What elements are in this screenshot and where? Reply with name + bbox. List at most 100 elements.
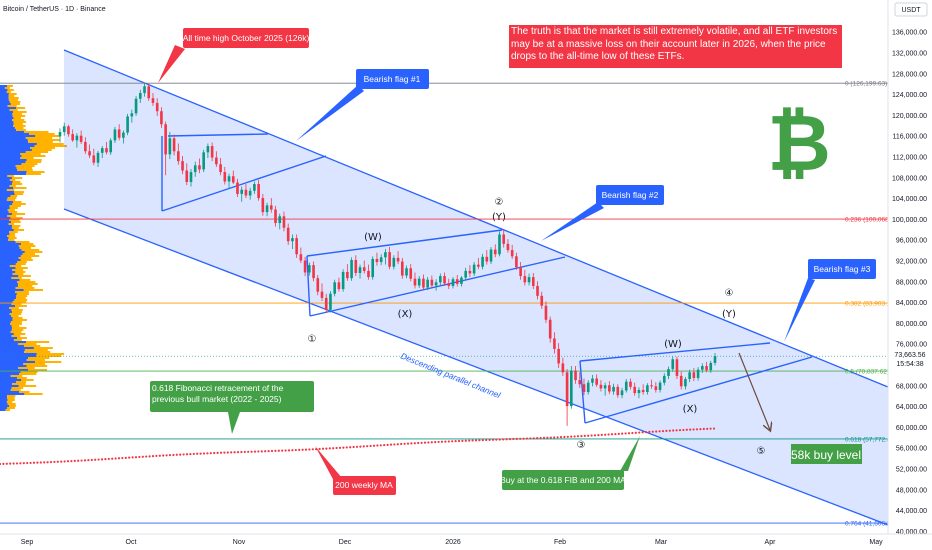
volume-bar-sell — [15, 287, 35, 289]
callout-ma-text: 200 weekly MA — [335, 480, 393, 490]
candle-body — [671, 359, 675, 370]
y-tick-label: 92,000.00 — [896, 259, 927, 266]
candle-body — [84, 141, 87, 152]
volume-bar-buy — [0, 405, 10, 407]
ma-dot — [179, 453, 182, 456]
volume-bar-buy — [0, 403, 8, 405]
volume-bar-sell — [20, 371, 38, 373]
volume-bar-sell — [14, 127, 24, 129]
volume-bar-buy — [0, 193, 15, 195]
volume-bar-sell — [7, 395, 16, 397]
candle-body — [460, 277, 463, 284]
x-tick-label: Nov — [233, 539, 246, 546]
price-axis[interactable]: 136,000.00 132,000.00 128,000.00 124,000.00… — [892, 30, 927, 536]
volume-bar-sell — [22, 253, 36, 255]
ma-dot — [301, 448, 304, 451]
candle-body — [679, 375, 683, 387]
ma-dot — [236, 451, 240, 454]
ma-dot — [189, 452, 192, 456]
volume-bar-buy — [0, 199, 7, 201]
ma-dot — [226, 451, 229, 454]
ma-dot — [607, 433, 610, 436]
volume-bar-sell — [7, 403, 16, 405]
callout-flag2: Bearish flag #2 — [541, 185, 664, 241]
volume-bar-sell — [24, 349, 48, 351]
candle-body — [58, 132, 62, 137]
ma-dot — [519, 437, 522, 440]
volume-bar-sell — [15, 267, 28, 269]
ma-dot — [502, 438, 505, 441]
ma-dot — [165, 454, 168, 457]
time-axis[interactable]: Sep Oct Nov Dec 2026 Feb Mar Apr May — [21, 539, 883, 546]
volume-bar-sell — [15, 271, 26, 273]
y-tick-label: 120,000.00 — [892, 113, 927, 120]
volume-bar-buy — [0, 151, 26, 153]
ma-dot — [15, 462, 19, 465]
candle-body — [439, 276, 442, 283]
ma-dot — [39, 461, 42, 464]
currency-badge[interactable] — [894, 2, 928, 17]
volume-bar-sell — [7, 175, 15, 177]
ma-dot — [162, 454, 165, 457]
volume-bar-buy — [0, 129, 17, 131]
ma-dot — [63, 460, 66, 463]
flag2-top — [306, 229, 503, 257]
volume-bar-sell — [8, 223, 15, 225]
ma-dot — [107, 457, 110, 461]
volume-bar-sell — [21, 249, 40, 251]
wave-label: (X) — [398, 309, 413, 320]
note-box: The truth is that the market is still ex… — [509, 25, 842, 68]
volume-bar-buy — [0, 377, 17, 379]
volume-bar-buy — [0, 323, 10, 325]
fib-label: 0.764 (41,606.78) — [845, 521, 896, 528]
volume-bar-sell — [9, 323, 22, 325]
volume-bar-buy — [0, 281, 18, 283]
volume-bar-sell — [14, 191, 24, 193]
ma-dot — [406, 442, 410, 445]
volume-bar-buy — [0, 291, 16, 293]
volume-bar-sell — [26, 365, 48, 367]
volume-bar-buy — [0, 335, 12, 337]
volume-bar-buy — [0, 277, 12, 279]
volume-bar-sell — [17, 261, 27, 263]
volume-bar-buy — [0, 85, 8, 87]
candle-body — [570, 370, 573, 407]
ma-dot — [451, 440, 454, 443]
volume-bar-sell — [12, 319, 28, 321]
candle-body — [92, 155, 96, 163]
candle-body — [223, 172, 227, 182]
fib-lines: 0 (126,199.63) 0.236 (100,068.85) 0.382 (8… — [0, 81, 896, 528]
volume-bar-buy — [0, 267, 16, 269]
ma-dot — [590, 434, 593, 437]
currency-label: USDT — [901, 7, 921, 14]
volume-bar-buy — [0, 347, 34, 349]
candle-body — [472, 264, 476, 274]
candle-body — [544, 305, 548, 320]
volume-bar-buy — [0, 315, 12, 317]
volume-bar-buy — [0, 111, 14, 113]
ma-dot — [70, 459, 73, 463]
y-tick-label: 128,000.00 — [892, 71, 927, 78]
volume-bar-buy — [0, 401, 7, 403]
volume-bar-buy — [0, 381, 17, 383]
volume-bar-buy — [0, 305, 16, 307]
ma-dot — [702, 427, 705, 431]
volume-bar-sell — [9, 101, 21, 103]
ma-dot — [250, 450, 253, 453]
candle-body — [426, 279, 429, 288]
candle-body — [701, 366, 704, 370]
volume-bar-sell — [19, 279, 31, 281]
ma-dot — [617, 432, 620, 435]
volume-bar-buy — [0, 367, 19, 369]
wave-label: (Y) — [492, 212, 506, 223]
volume-bar-sell — [16, 129, 26, 131]
volume-bar-sell — [8, 93, 17, 95]
y-tick-label: 96,000.00 — [896, 238, 927, 245]
volume-bar-buy — [0, 115, 13, 117]
candle-body — [160, 111, 163, 125]
ma-dot — [100, 458, 104, 461]
ma-dot — [529, 437, 532, 440]
volume-bar-buy — [0, 89, 8, 91]
volume-bar-sell — [24, 393, 43, 395]
candle-body — [637, 389, 641, 394]
